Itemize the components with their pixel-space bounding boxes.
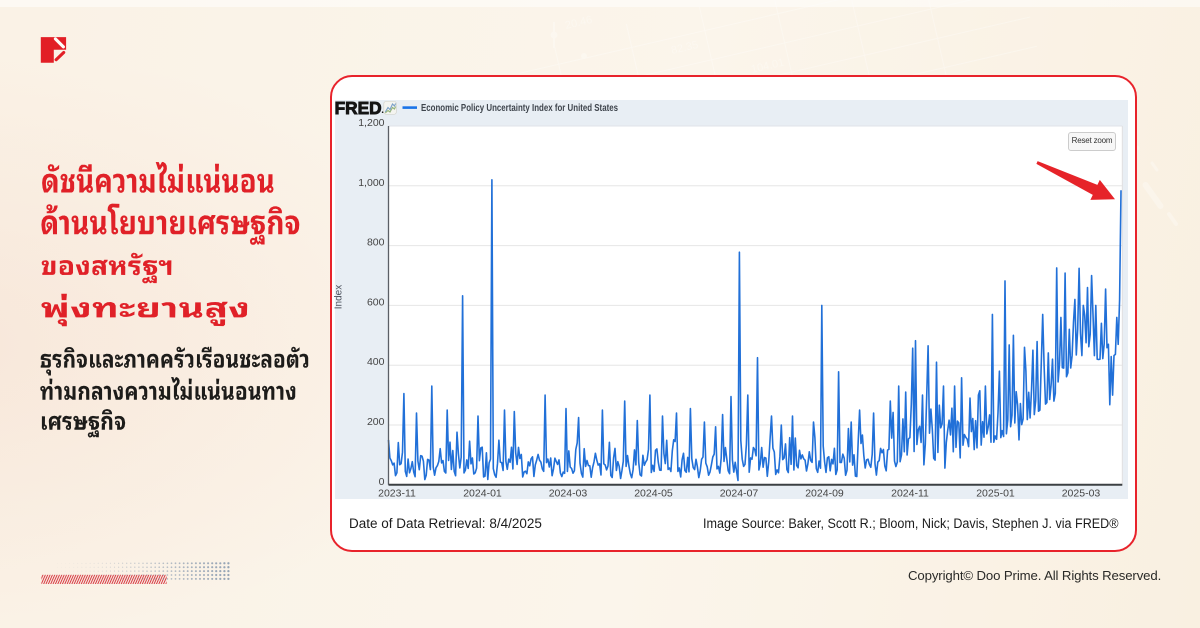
- svg-text:Economic Policy Uncertainty In: Economic Policy Uncertainty Index for Un…: [421, 103, 618, 114]
- svg-text:2024-07: 2024-07: [720, 488, 759, 500]
- svg-text:2024-05: 2024-05: [634, 488, 673, 500]
- svg-text:2024-09: 2024-09: [805, 488, 844, 500]
- svg-text:FRED: FRED: [335, 98, 382, 118]
- svg-text:800: 800: [367, 237, 385, 249]
- svg-text:1,000: 1,000: [358, 177, 384, 189]
- svg-text:0: 0: [379, 476, 385, 488]
- svg-text:2024-11: 2024-11: [891, 488, 929, 500]
- svg-text:600: 600: [367, 296, 385, 308]
- svg-text:400: 400: [367, 356, 385, 368]
- svg-text:2025-03: 2025-03: [1062, 488, 1101, 500]
- svg-text:2025-01: 2025-01: [976, 488, 1015, 500]
- svg-text:Index: Index: [334, 285, 345, 309]
- svg-text:2024-01: 2024-01: [463, 488, 502, 500]
- svg-text:2023-11: 2023-11: [378, 488, 416, 500]
- svg-text:200: 200: [367, 416, 385, 428]
- svg-text:1,200: 1,200: [358, 117, 384, 129]
- svg-text:2024-03: 2024-03: [549, 488, 588, 500]
